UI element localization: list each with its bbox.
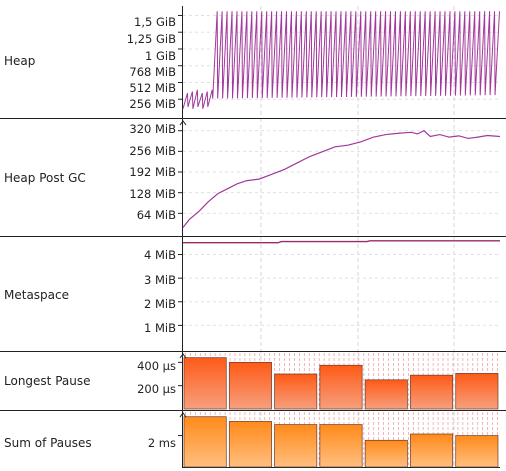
longest-pause-bar [319, 364, 363, 410]
heap-series [182, 11, 500, 109]
sum-pause-bar [228, 421, 272, 468]
metaspace-tick-3mib: 3 MiB [144, 273, 176, 287]
heap-tick-1gib: 1 GiB [145, 49, 176, 63]
sum-pause-bar [183, 416, 227, 468]
lane-label-heap-post-gc: Heap Post GC [4, 171, 86, 185]
sum-of-pauses-bars [183, 416, 499, 468]
sum-pause-bar [364, 439, 408, 468]
postgc-tick-256mib: 256 MiB [129, 144, 176, 158]
lane-label-sum-of-pauses: Sum of Pauses [4, 436, 92, 450]
metaspace-tick-4mib: 4 MiB [144, 248, 176, 262]
lane-label-heap: Heap [4, 54, 36, 68]
sum-tick-2ms: 2 ms [147, 436, 176, 450]
heap-line [182, 11, 500, 109]
longest-pause-bar [455, 373, 499, 410]
longest-pause-bars [183, 357, 499, 410]
postgc-tick-128mib: 128 MiB [129, 187, 176, 201]
longest-pause-bar [364, 379, 408, 410]
axis-arrow-icon [179, 353, 187, 359]
postgc-tick-320mib: 320 MiB [129, 122, 176, 136]
postgc-tick-192mib: 192 MiB [129, 165, 176, 179]
heap-tick-256mib: 256 MiB [129, 97, 176, 111]
pause-tick-400us: 400 µs [137, 359, 176, 373]
metaspace-tick-2mib: 2 MiB [144, 297, 176, 311]
heap-tick-1-25gib: 1,25 GiB [126, 32, 176, 46]
longest-pause-bar [410, 374, 454, 410]
postgc-axis-ticks [178, 130, 500, 214]
heap-tick-1-5gib: 1,5 GiB [134, 15, 176, 29]
metaspace-line [183, 240, 500, 244]
sum-pause-bar [410, 433, 454, 468]
metaspace-tick-1mib: 1 MiB [144, 321, 176, 335]
heap-tick-768mib: 768 MiB [129, 65, 176, 79]
longest-pause-bar [183, 357, 227, 410]
axis-arrow-icon [179, 412, 187, 418]
longest-pause-bar [274, 373, 318, 410]
sum-pause-bar [274, 424, 318, 468]
pause-tick-200us: 200 µs [137, 382, 176, 396]
axis-arrow-icon [179, 120, 187, 126]
heap-tick-512mib: 512 MiB [129, 81, 176, 95]
metaspace-axis-ticks [178, 254, 500, 326]
metaspace-series [183, 240, 500, 244]
lane-label-metaspace: Metaspace [4, 288, 69, 302]
lane-label-longest-pause: Longest Pause [4, 374, 91, 388]
postgc-line [182, 129, 501, 228]
sum-pause-bar [319, 424, 363, 468]
longest-pause-bar [228, 361, 272, 410]
postgc-series [182, 129, 501, 228]
postgc-tick-64mib: 64 MiB [136, 208, 176, 222]
sum-pause-bar [455, 435, 499, 468]
